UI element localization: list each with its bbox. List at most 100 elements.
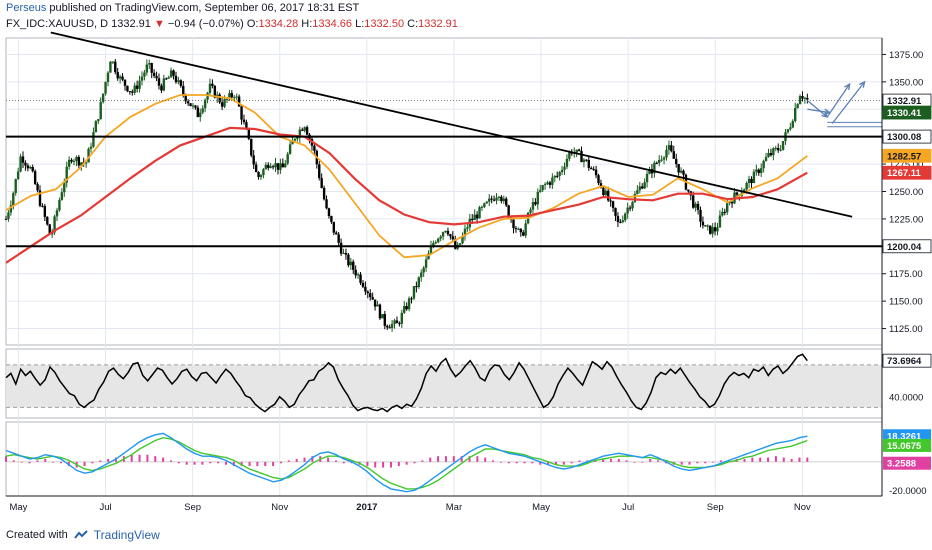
price-tag-label: 1300.08 [887,132,921,143]
candle-body [403,306,406,313]
candle-body [16,171,20,180]
rsi-value-tag-label: 73.6964 [887,356,922,367]
candle-body [563,166,566,170]
macd-histogram-bar [688,461,691,465]
candle-body [194,105,197,108]
publication-text: published on TradingView.com, September … [46,2,360,14]
candle-body [667,145,671,150]
candle-body [24,162,27,166]
candle-body [415,286,418,288]
candle-body [138,80,141,89]
candle-body [157,78,161,86]
symbol-label: FX_IDC:XAUUSD, D [6,18,109,30]
author-link[interactable]: Perseus [6,2,47,14]
macd-histogram-bar [531,461,534,464]
macd-histogram-bar [657,460,660,462]
rsi-y-tick-label: 40.0000 [889,392,923,403]
price-pane[interactable] [4,31,882,332]
candle-body [211,83,214,87]
candle-body [247,129,251,139]
candle-body [548,182,552,185]
candle-body [485,201,489,204]
candle-body [463,228,467,236]
macd-pane-frame [5,421,883,497]
macd-histogram-bar [397,461,400,467]
candle-body [500,196,503,202]
x-tick-label: May [532,502,550,513]
candle-body [677,164,680,173]
candle-body [682,170,685,175]
candle-body [767,153,770,158]
macd-histogram-bar [790,459,793,462]
candle-body [131,91,134,93]
candle-body [116,72,119,79]
candle-body [335,232,338,235]
tradingview-brand[interactable]: TradingView [93,528,160,542]
candle-body [286,153,289,164]
candle-body [237,96,241,107]
candle-body [262,169,265,176]
macd-histogram-bar [334,460,337,462]
chart-header-publication: Perseus published on TradingView.com, Se… [6,2,359,14]
macd-pane[interactable] [5,432,882,493]
candle-body [614,207,617,217]
candle-body [519,228,523,233]
candle-body [454,239,457,249]
macd-histogram-bar [342,461,345,464]
macd-histogram-bar [327,457,330,462]
candle-body [325,199,328,209]
candle-body [104,81,107,94]
candle-body [524,223,527,236]
macd-histogram-bar [44,459,47,462]
candle-body [752,171,756,184]
x-tick-label: Nov [794,502,811,513]
x-tick-label: Mar [446,502,462,513]
macd-histogram-bar [201,461,204,465]
candle-body [653,162,656,174]
candle-body [517,228,520,230]
candle-body [565,158,569,167]
x-tick-label: May [9,502,27,513]
rsi-pane[interactable] [5,353,882,413]
candle-body [604,190,607,196]
macd-histogram-bar [712,461,715,463]
candle-body [789,127,792,130]
candle-body [718,215,722,228]
macd-histogram-bar [492,460,495,462]
candle-body [728,202,731,204]
candle-body [220,102,224,107]
macd-histogram-bar [185,461,188,465]
price-tag-label: 1282.57 [887,151,921,162]
candle-body [342,252,345,254]
macd-histogram-bar [476,456,479,462]
x-tick-label: Jul [622,502,634,513]
macd-value-tag-box [883,438,931,452]
candle-body [322,187,326,200]
candle-body [208,83,212,93]
candle-body [203,99,207,109]
candle-body [441,232,445,237]
candle-body [274,163,277,168]
macd-histogram-bar [523,461,526,464]
macd-histogram-bar [751,457,754,462]
macd-histogram-bar [99,460,102,462]
macd-histogram-bar [609,459,612,462]
candle-body [492,199,496,201]
candle-body [577,149,581,151]
trading-chart[interactable]: May Jul Sep Nov 2017 Mar May Jul Sep Nov 1375.00 13… [0,0,932,520]
macd-histogram-bar [413,461,416,464]
candle-body [480,206,484,208]
candle-body [675,158,678,165]
tradingview-logo-icon [73,530,88,539]
candle-body [327,208,331,217]
candle-body [189,103,192,107]
candle-body [65,166,68,183]
candle-body [150,63,153,73]
candle-body [560,169,564,173]
macd-histogram-bar [12,460,15,462]
candle-body [529,209,532,213]
x-tick-label: Sep [707,502,724,513]
candle-body [55,210,59,217]
macd-histogram-bar [287,460,290,462]
candle-body [420,272,423,278]
